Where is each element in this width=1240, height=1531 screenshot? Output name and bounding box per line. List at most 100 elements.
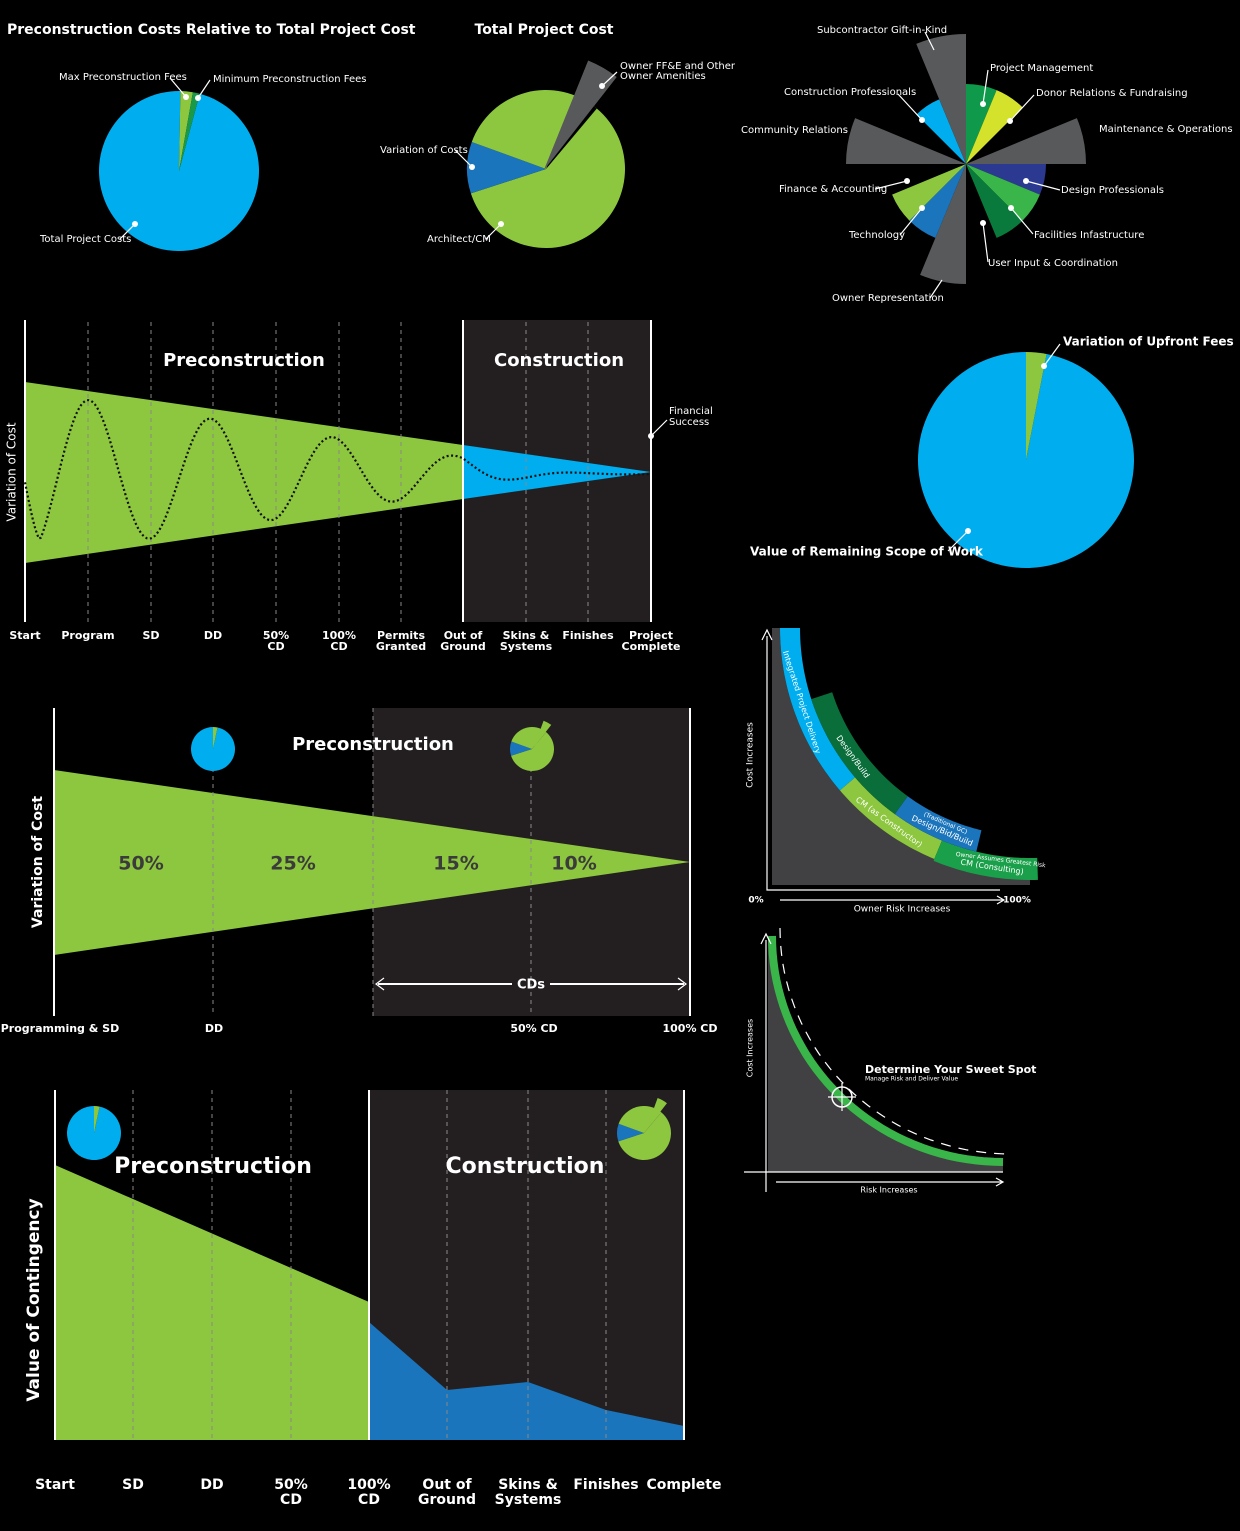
milestone: SD	[142, 629, 159, 642]
pie-slice	[510, 741, 532, 756]
pie-slice	[179, 92, 200, 171]
pie-slice	[470, 108, 626, 249]
pie-slice	[467, 141, 546, 194]
leader	[874, 31, 1061, 299]
pie-slice	[534, 720, 552, 747]
axis	[744, 932, 1005, 1192]
milestone: Ground	[440, 640, 486, 653]
milestone: Granted	[376, 640, 426, 653]
pie-label: Max Preconstruction Fees	[59, 72, 187, 83]
polar-sector	[966, 164, 1040, 221]
polar-sector	[909, 164, 966, 238]
cost-band	[25, 382, 463, 563]
leader	[454, 71, 618, 240]
pie-slice	[213, 727, 218, 749]
contingency-area	[369, 1322, 684, 1440]
milestone: 50%	[274, 1477, 308, 1493]
pie-label: Owner FF&E and Other	[620, 61, 736, 72]
pie-slice	[1026, 352, 1047, 460]
milestone: 50%	[263, 629, 289, 642]
polar-sector	[846, 118, 966, 164]
delivery-band	[780, 628, 856, 791]
annotation: Success	[669, 417, 709, 428]
span-label: CDs	[517, 978, 545, 993]
delivery-band	[811, 692, 908, 815]
risk-area	[768, 936, 1003, 1172]
pie-slice	[617, 1123, 644, 1142]
sweet-curve	[768, 935, 1004, 1166]
milestone: Project	[629, 629, 673, 642]
milestone: Programming & SD	[1, 1022, 119, 1035]
milestone: Out of	[422, 1477, 472, 1493]
graphics	[23, 34, 1134, 1440]
polar-sector	[920, 164, 966, 284]
callout-subtitle: Manage Risk and Deliver Value	[865, 1076, 958, 1083]
polar-label: Maintenance & Operations	[1099, 124, 1233, 135]
phase-label: Construction	[446, 1154, 605, 1179]
milestone: Finishes	[573, 1477, 638, 1493]
polar-sector	[966, 118, 1086, 164]
milestone: 50% CD	[510, 1022, 557, 1035]
milestone: CD	[280, 1492, 302, 1508]
percent-label: 10%	[551, 853, 596, 875]
milestone: CD	[267, 640, 284, 653]
polar-label: Facilities Infastructure	[1034, 230, 1144, 241]
axis	[761, 628, 773, 641]
polar-sector	[966, 84, 997, 164]
milestone: DD	[204, 629, 222, 642]
pie-slice	[646, 1098, 667, 1130]
polar-label: User Input & Coordination	[988, 258, 1118, 269]
contingency-area	[55, 1165, 369, 1440]
polar-sector	[916, 99, 966, 164]
milestone: 100%	[347, 1477, 390, 1493]
risk-area	[772, 628, 1030, 885]
phase-label: Construction	[494, 350, 624, 371]
axis-label: Cost Increases	[746, 722, 756, 788]
milestone: Permits	[377, 629, 425, 642]
milestone: 100% CD	[662, 1022, 717, 1035]
milestone: DD	[205, 1022, 223, 1035]
pie-slice	[618, 1106, 662, 1133]
pie-label: Owner Amenities	[620, 71, 706, 82]
pie-slice	[511, 727, 547, 749]
percent-label: 50%	[118, 853, 163, 875]
milestone: Out of	[444, 629, 483, 642]
callout-title: Determine Your Sweet Spot	[865, 1063, 1036, 1076]
percent-label: 25%	[270, 853, 315, 875]
polar-label: Finance & Accounting	[779, 184, 887, 195]
milestone: Program	[61, 629, 114, 642]
pie-slice	[67, 1106, 122, 1160]
axis-label: Variation of Cost	[5, 422, 19, 521]
leader	[650, 419, 668, 437]
axis-label: Value of Contingency	[24, 1198, 44, 1401]
milestone: Systems	[500, 640, 553, 653]
pie-label: Variation of Upfront Fees	[1063, 335, 1234, 349]
polar-sector	[966, 164, 1023, 238]
polar-sector	[916, 34, 966, 164]
polar-label: Subcontractor Gift-in-Kind	[817, 25, 947, 36]
annotation: Financial	[669, 406, 713, 417]
milestone: Skins &	[498, 1477, 558, 1493]
pie-title: Total Project Cost	[475, 22, 614, 38]
pie-label: Value of Remaining Scope of Work	[750, 545, 984, 559]
sweet-path	[779, 927, 1012, 1155]
pie-slice	[190, 727, 235, 771]
pie-title: Preconstruction Costs Relative to Total …	[7, 22, 416, 38]
leader	[119, 77, 211, 240]
pie-slice	[179, 91, 193, 171]
pie-slice	[98, 91, 259, 251]
pie-slice	[618, 1112, 671, 1161]
axis	[766, 636, 1000, 891]
cost-wave	[23, 399, 651, 541]
polar-label: Donor Relations & Fundraising	[1036, 88, 1188, 99]
milestone: CD	[330, 640, 347, 653]
phase-label: Preconstruction	[114, 1154, 312, 1179]
axis-end: 100%	[1003, 896, 1031, 906]
polar-label: Community Relations	[741, 125, 848, 136]
milestone: 100%	[322, 629, 356, 642]
percent-label: 15%	[433, 853, 478, 875]
polar-sector	[966, 164, 1046, 195]
pie-label: Minimum Preconstruction Fees	[213, 74, 367, 85]
axis-label: Owner Risk Increases	[854, 905, 951, 915]
